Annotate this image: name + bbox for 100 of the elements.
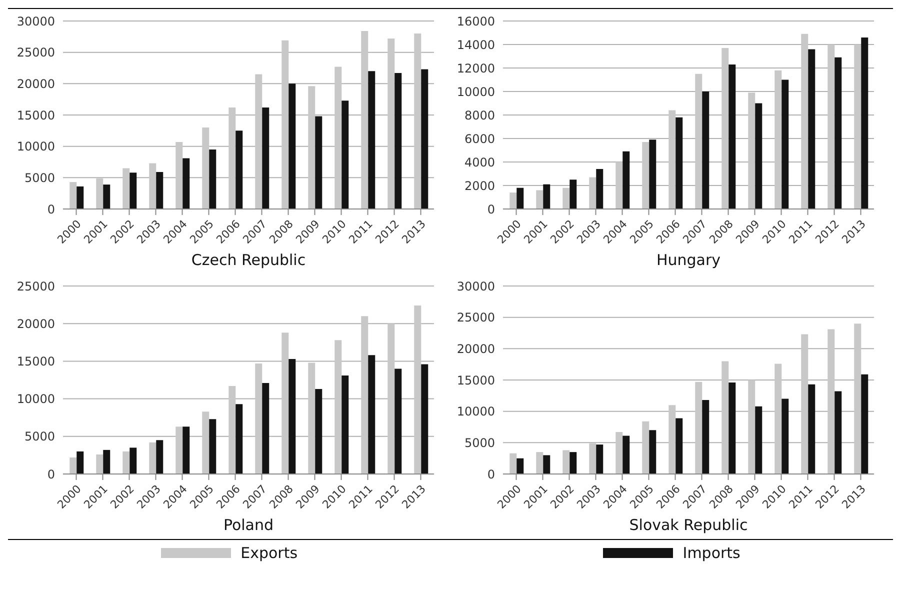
bar	[570, 452, 577, 474]
y-tick-label: 20000	[16, 76, 55, 91]
bar	[315, 389, 322, 474]
bar	[642, 142, 650, 209]
bar	[361, 31, 368, 209]
bar	[516, 188, 524, 209]
bar	[589, 443, 596, 474]
bar	[728, 64, 736, 209]
bar	[288, 358, 296, 474]
bar	[308, 86, 316, 209]
bar	[315, 116, 322, 209]
bar	[543, 184, 550, 209]
bar	[228, 386, 236, 474]
bar	[510, 192, 517, 209]
bar	[570, 180, 577, 209]
bar	[748, 92, 756, 209]
bar	[834, 391, 842, 474]
bar	[394, 368, 402, 474]
y-tick-label: 6000	[464, 132, 495, 146]
bar	[668, 110, 676, 209]
bar	[288, 84, 296, 209]
bar	[755, 103, 762, 209]
bar	[176, 142, 183, 209]
x-axis-title: Czech Republic	[190, 251, 307, 269]
y-tick-label: 0	[47, 467, 55, 482]
bar	[176, 426, 183, 474]
y-tick-label: 10000	[16, 392, 55, 406]
bar	[70, 182, 77, 209]
bar	[414, 34, 422, 209]
bar	[668, 405, 676, 474]
y-tick-label: 20000	[456, 342, 495, 356]
bar	[543, 455, 550, 474]
bar	[122, 451, 130, 474]
bar	[228, 107, 236, 209]
y-tick-label: 25000	[456, 310, 495, 325]
y-tick-label: 5000	[464, 436, 495, 450]
y-tick-label: 30000	[456, 279, 495, 294]
y-tick-label: 0	[487, 467, 495, 482]
bar	[282, 332, 289, 474]
y-tick-label: 0	[487, 202, 495, 216]
bar	[414, 306, 422, 474]
bar	[368, 71, 376, 209]
bar	[748, 380, 756, 474]
bar	[510, 453, 517, 474]
bar	[122, 168, 130, 209]
bar	[388, 324, 395, 474]
bar	[70, 457, 77, 474]
legend-label: Imports	[682, 544, 740, 562]
y-tick-label: 14000	[456, 38, 495, 52]
bar	[774, 70, 782, 209]
bar	[622, 151, 630, 209]
bar	[96, 178, 104, 209]
bar	[616, 162, 623, 209]
bar	[722, 361, 729, 474]
bar	[728, 382, 736, 474]
bar	[308, 362, 316, 474]
bar	[255, 363, 262, 474]
bar	[130, 448, 137, 474]
bar	[202, 128, 210, 209]
bar	[202, 412, 210, 474]
y-tick-label: 0	[47, 202, 55, 216]
bar	[368, 355, 376, 474]
bar	[589, 177, 596, 209]
x-axis-title: Hungary	[655, 251, 722, 269]
bar	[774, 364, 782, 474]
bar	[755, 406, 762, 474]
bar	[236, 404, 243, 474]
bar	[596, 444, 604, 474]
bar	[236, 130, 243, 209]
legend-label: Exports	[240, 544, 298, 562]
y-tick-label: 25000	[16, 279, 55, 294]
bar	[182, 426, 190, 474]
bar	[388, 38, 395, 209]
bar	[342, 100, 349, 209]
bar	[808, 384, 816, 474]
bar	[342, 375, 349, 474]
bar	[103, 184, 110, 209]
bar	[828, 44, 835, 209]
bar	[782, 80, 789, 209]
x-axis-title: Slovak Republic	[628, 516, 749, 534]
bar	[596, 169, 604, 209]
bar	[516, 458, 524, 474]
bar	[801, 34, 808, 209]
bar	[209, 149, 216, 209]
bar	[702, 92, 710, 209]
bar	[695, 382, 702, 474]
y-tick-label: 10000	[456, 84, 495, 99]
bar	[282, 40, 289, 209]
bar	[334, 66, 342, 209]
x-axis-title: Poland	[222, 516, 275, 534]
bar	[103, 450, 110, 474]
bar	[622, 436, 630, 474]
bar	[149, 442, 156, 474]
y-tick-label: 2000	[464, 178, 495, 193]
bar	[536, 452, 544, 474]
y-tick-label: 5000	[24, 170, 55, 185]
bar	[156, 172, 164, 209]
bar	[834, 57, 842, 209]
y-tick-label: 15000	[16, 108, 55, 122]
bar	[808, 49, 816, 209]
